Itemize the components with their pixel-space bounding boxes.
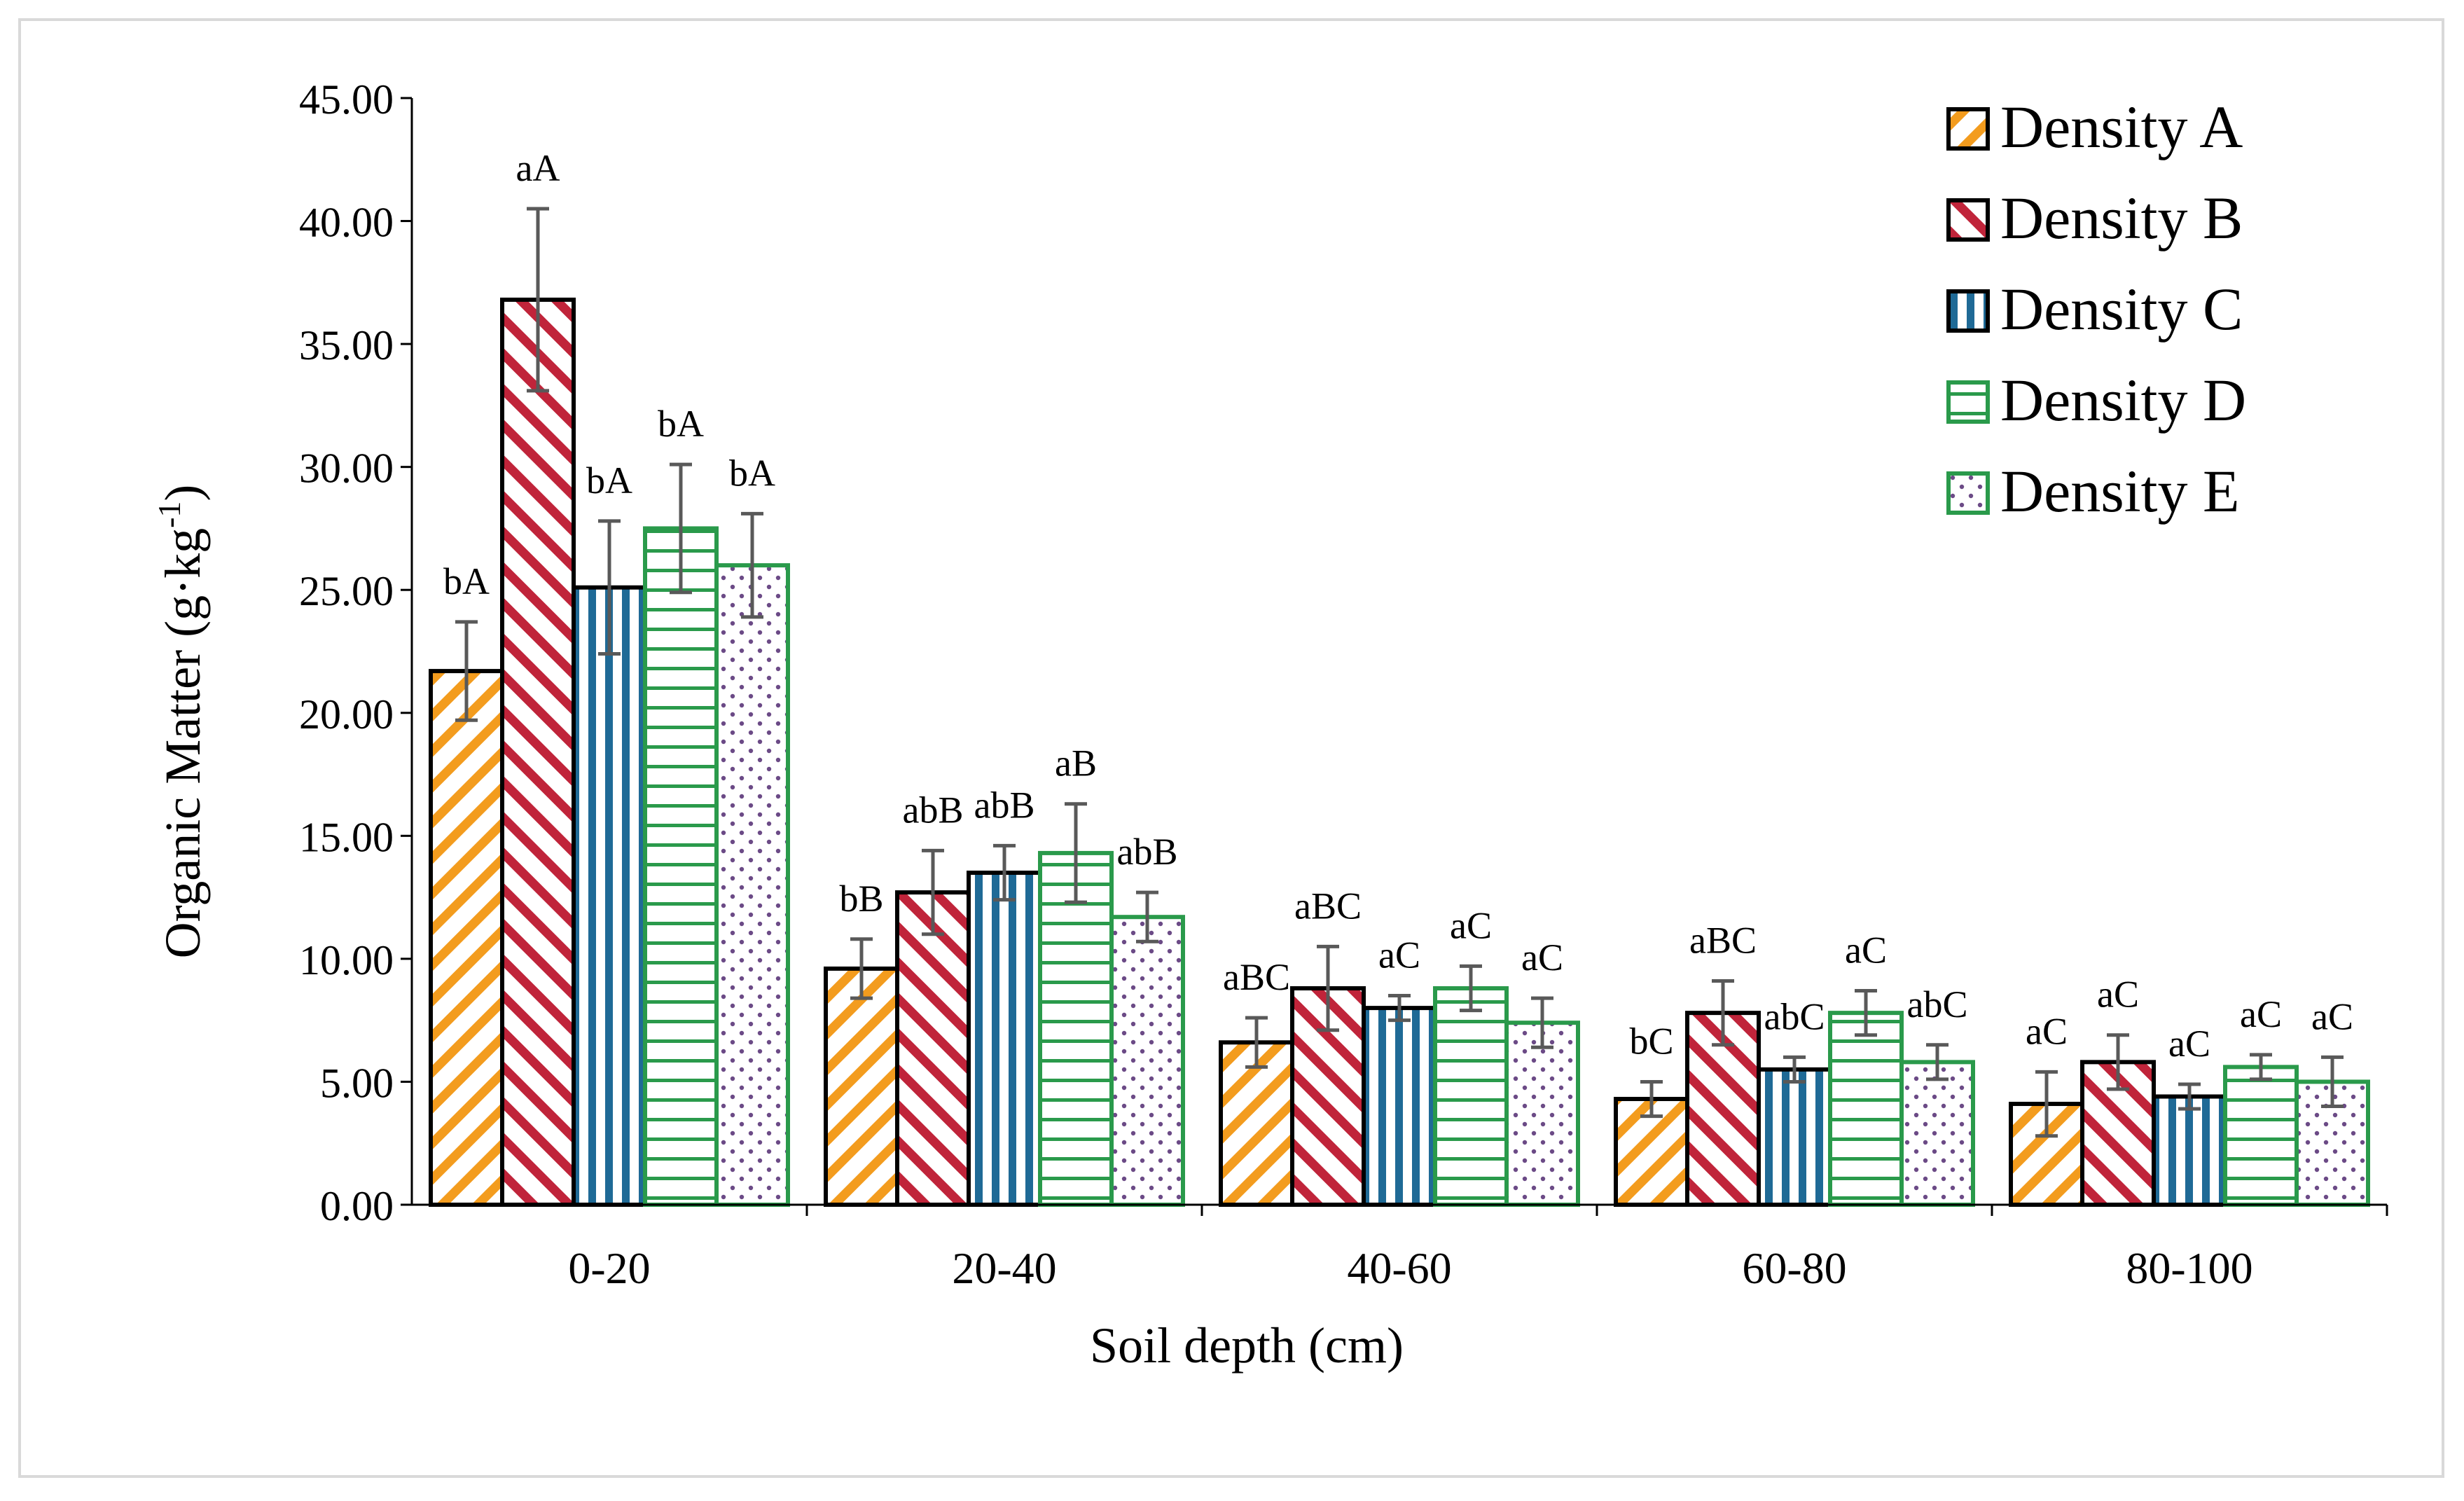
x-tick-label: 80-100: [2126, 1243, 2252, 1293]
x-tick-label: 0-20: [568, 1243, 650, 1293]
y-axis-title-main: Organic Matter (g·kg: [155, 528, 211, 958]
bar-density-e-0-20: [714, 563, 790, 1207]
legend-label: Density E: [2000, 457, 2240, 525]
significance-label: bA: [586, 459, 632, 502]
legend-item: Density C: [1946, 275, 2243, 343]
y-tick-label: 30.00: [299, 445, 394, 492]
legend-swatch: [1946, 289, 1990, 333]
x-tick-label: 40-60: [1347, 1243, 1451, 1293]
y-axis-title-close: ): [155, 485, 211, 502]
significance-label: bA: [443, 560, 490, 602]
x-tick-labels: 0-20 20-40 40-60 60-80 80-100: [568, 1205, 2388, 1293]
significance-label: abC: [1764, 995, 1825, 1037]
significance-label: aC: [2311, 995, 2353, 1037]
bar-density-b-0-20: [500, 297, 576, 1207]
significance-label: abB: [903, 789, 964, 831]
bar-density-c-60-80: [1757, 1067, 1832, 1208]
x-axis-title: Soil depth (cm): [1090, 1317, 1404, 1374]
significance-label: aBC: [1689, 919, 1757, 961]
bar-density-e-40-60: [1504, 1021, 1580, 1207]
bar-density-d-20-40: [1038, 850, 1114, 1208]
bar-density-d-40-60: [1433, 986, 1509, 1207]
chart-frame: [18, 18, 2444, 1478]
significance-label: aBC: [1223, 956, 1290, 998]
bar-density-c-20-40: [967, 871, 1042, 1207]
significance-label: bC: [1629, 1020, 1673, 1062]
significance-label: bA: [729, 452, 775, 494]
significance-label: aC: [1450, 904, 1492, 946]
x-tick-label: 20-40: [952, 1243, 1056, 1293]
significance-label: abB: [1117, 831, 1178, 873]
y-tick-label: 25.00: [299, 568, 394, 614]
significance-label: aC: [2097, 974, 2139, 1016]
y-tick-label: 15.00: [299, 814, 394, 860]
bar-density-c-40-60: [1362, 1006, 1437, 1207]
significance-label: aC: [2168, 1023, 2210, 1065]
bar-density-a-20-40: [824, 966, 899, 1208]
bar-density-a-0-20: [429, 669, 504, 1207]
significance-label: abC: [1907, 983, 1968, 1025]
significance-label: aC: [2026, 1010, 2068, 1052]
legend-label: Density D: [2000, 366, 2246, 434]
x-tick-label: 60-80: [1742, 1243, 1846, 1293]
significance-label: aB: [1055, 742, 1097, 784]
y-tick-label: 40.00: [299, 200, 394, 246]
y-tick-label: 10.00: [299, 937, 394, 983]
legend-item: Density A: [1946, 93, 2243, 160]
y-tick-label: 5.00: [320, 1060, 394, 1106]
significance-label: bB: [839, 878, 883, 920]
legend-label: Density C: [2000, 275, 2243, 343]
y-axis-title: Organic Matter (g·kg-1): [151, 485, 211, 959]
significance-label: aC: [1378, 934, 1420, 976]
significance-label: abB: [974, 784, 1035, 826]
legend-item: Density B: [1946, 184, 2243, 251]
bar-density-c-0-20: [572, 585, 647, 1207]
bar-density-e-20-40: [1109, 915, 1185, 1207]
significance-label: aBC: [1294, 885, 1362, 927]
legend-swatch: [1946, 380, 1990, 424]
significance-label: aC: [1521, 936, 1563, 978]
y-axis-title-superscript: -1: [151, 502, 187, 528]
y-axis-ticks: 0.00 5.00 10.00 15.00 20.00 25.00 30.00 35.00 40…: [299, 76, 412, 1229]
y-tick-label: 20.00: [299, 691, 394, 738]
legend-label: Density A: [2000, 93, 2243, 160]
bar-density-d-60-80: [1828, 1011, 1904, 1207]
significance-label: aC: [1845, 929, 1887, 971]
y-tick-label: 35.00: [299, 322, 394, 368]
legend-swatch: [1946, 471, 1990, 515]
legend-swatch: [1946, 198, 1990, 242]
y-tick-label: 45.00: [299, 76, 394, 123]
bar-density-b-20-40: [895, 890, 971, 1207]
error-bars-group: [455, 207, 2344, 1138]
significance-label: aC: [2240, 993, 2282, 1035]
bars-group: [429, 297, 2370, 1208]
y-tick-label: 0.00: [320, 1183, 394, 1229]
bar-density-d-0-20: [643, 526, 719, 1207]
legend: Density A Density B Density C Density D Dens…: [1946, 93, 2246, 525]
bar-density-c-80-100: [2152, 1094, 2227, 1207]
significance-label: aA: [516, 147, 560, 189]
legend-item: Density D: [1946, 366, 2246, 434]
bar-density-e-60-80: [1899, 1060, 1975, 1208]
axes-group: [410, 98, 2387, 1206]
legend-swatch: [1946, 107, 1990, 151]
legend-item: Density E: [1946, 457, 2240, 525]
bar-density-d-80-100: [2223, 1065, 2299, 1208]
legend-label: Density B: [2000, 184, 2243, 251]
significance-label: bA: [658, 403, 704, 445]
